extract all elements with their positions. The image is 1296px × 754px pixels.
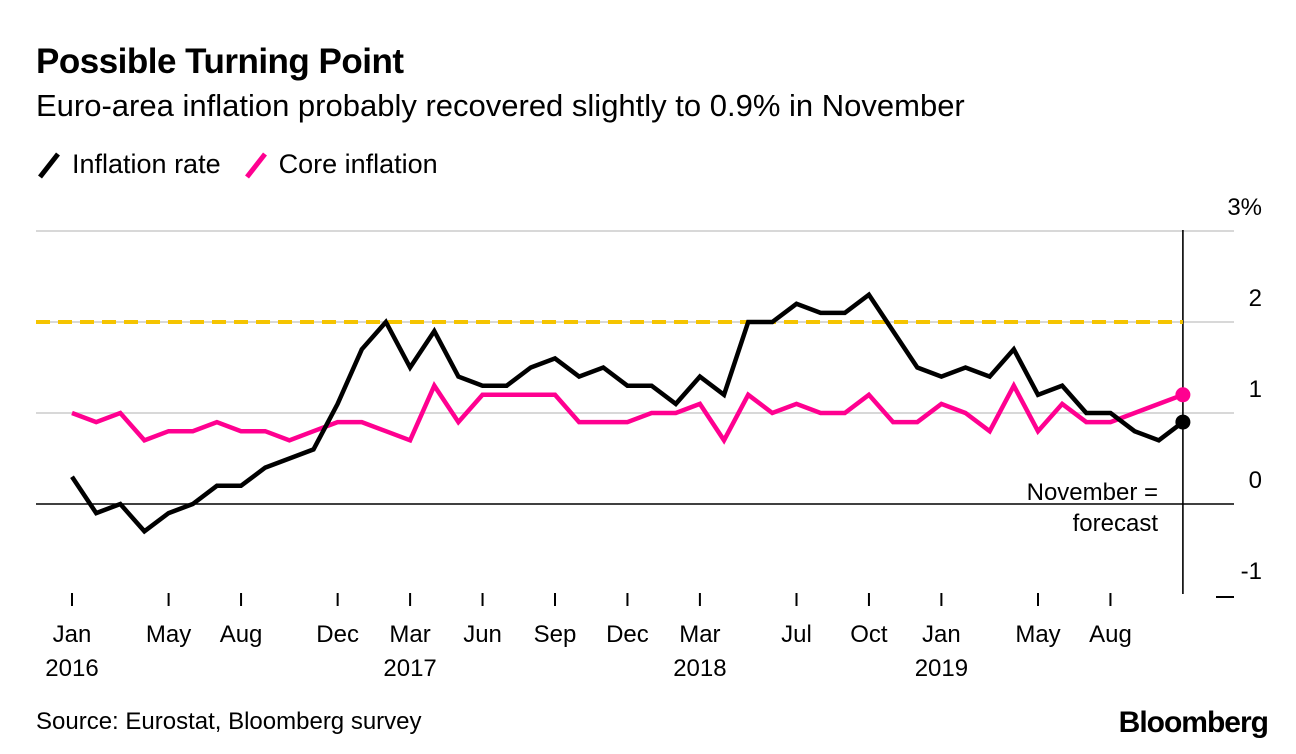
legend-swatch-inflation (38, 151, 60, 179)
annotation-line1: November = (1027, 479, 1158, 506)
y-tick-label: 3% (1227, 194, 1262, 221)
inflation-rate-line (70, 291, 1185, 535)
chart-title: Possible Turning Point (36, 42, 404, 81)
x-tick-label: Sep (534, 621, 577, 648)
x-tick-label: Jan (922, 621, 961, 648)
core-inflation-forecast-point (1175, 387, 1191, 403)
y-tick-label: -1 (1241, 558, 1262, 585)
x-tick-label: Jan (53, 621, 92, 648)
inflation-rate-forecast-point (1175, 414, 1191, 430)
x-tick-label: Oct (850, 621, 888, 648)
x-year-label: 2017 (383, 655, 436, 682)
x-tick-label: Mar (679, 621, 720, 648)
legend-label-core: Core inflation (278, 149, 438, 179)
chart-subtitle: Euro-area inflation probably recovered s… (36, 88, 965, 123)
x-tick-label: Aug (220, 621, 263, 648)
y-tick-label: 0 (1249, 467, 1262, 494)
legend-item-inflation: Inflation rate (36, 149, 221, 180)
x-tick-label: Dec (316, 621, 359, 648)
x-tick-label: Mar (389, 621, 430, 648)
x-year-label: 2016 (45, 655, 98, 682)
y-tick-label: 1 (1249, 376, 1262, 403)
legend-item-core: Core inflation (243, 149, 438, 180)
x-year-label: 2018 (673, 655, 726, 682)
annotation-line2: forecast (1073, 510, 1159, 537)
x-tick-label: Jul (781, 621, 812, 648)
y-tick-label: 2 (1249, 285, 1262, 312)
source-note: Source: Eurostat, Bloomberg survey (36, 708, 422, 735)
legend-label-inflation: Inflation rate (72, 149, 221, 179)
legend-swatch-core (244, 151, 267, 179)
core-inflation-line (71, 380, 1184, 445)
x-tick-label: Dec (606, 621, 649, 648)
x-tick-label: May (1015, 621, 1060, 648)
x-tick-label: Jun (463, 621, 502, 648)
x-tick-label: Aug (1089, 621, 1132, 648)
x-year-label: 2019 (915, 655, 968, 682)
x-tick-label: May (146, 621, 191, 648)
chart-legend: Inflation rate Core inflation (36, 149, 460, 180)
bloomberg-logo: Bloomberg (1118, 706, 1269, 739)
